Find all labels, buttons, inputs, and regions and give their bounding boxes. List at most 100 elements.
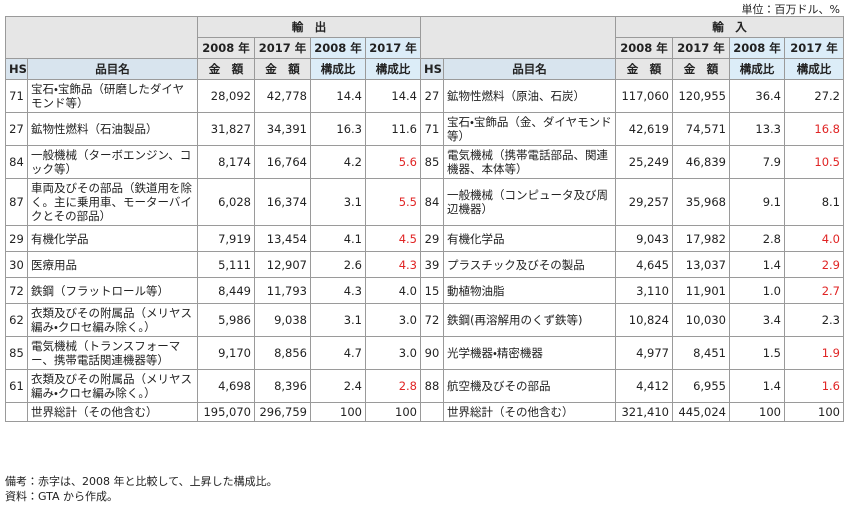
share: 3.1 [310,303,366,337]
share-header: 構成比 [729,58,785,80]
amount: 42,778 [254,79,311,113]
share: 3.0 [365,336,421,370]
hs-code: 29 [5,225,28,252]
share: 27.2 [784,79,844,113]
share: 8.1 [784,178,844,226]
total-value: 100 [784,402,844,422]
total-row: 世界総計（その他含む） 195,070 296,759 100 100 世界総計（その他含… [5,402,844,422]
amount: 117,060 [615,79,673,113]
total-value: 100 [310,402,366,422]
amount: 13,037 [672,251,730,278]
year-header: 2008 年 [310,37,366,59]
item-name: 電気機械（トランスフォーマー、携帯電話関連機器等） [27,336,198,370]
amount: 25,249 [615,145,673,179]
share: 4.3 [365,251,421,278]
share: 3.4 [729,303,785,337]
share: 13.3 [729,112,785,146]
total-label: 世界総計（その他含む） [443,402,616,422]
hs-code: 85 [5,336,28,370]
item-name: 鉄鋼(再溶解用のくず鉄等) [443,303,616,337]
item-name: 航空機及びその部品 [443,369,616,403]
item-name: 動植物油脂 [443,277,616,304]
data-row: 29 有機化学品 7,919 13,454 4.1 4.5 29 有機化学品 9,043 17,9… [5,225,844,252]
share: 4.2 [310,145,366,179]
header-blank [5,16,198,59]
share: 2.3 [784,303,844,337]
share: 3.0 [365,303,421,337]
hs-code: 85 [420,145,444,179]
share: 10.5 [784,145,844,179]
share: 1.9 [784,336,844,370]
amount: 34,391 [254,112,311,146]
amount: 8,449 [197,277,255,304]
trade-table: 輸 出輸 入 2008 年 2017 年 2008 年 2017 年 2008 年 2017… [5,16,844,422]
data-row: 85 電気機械（トランスフォーマー、携帯電話関連機器等） 9,170 8,856 4.7… [5,336,844,370]
total-value: 296,759 [254,402,311,422]
share: 4.3 [310,277,366,304]
amount: 5,986 [197,303,255,337]
share: 9.1 [729,178,785,226]
item-name: 宝石・宝飾品（金、ダイヤモンド等） [443,112,616,146]
amount: 42,619 [615,112,673,146]
amount: 31,827 [197,112,255,146]
total-value: 100 [729,402,785,422]
share: 4.1 [310,225,366,252]
data-row: 62 衣類及びその附属品（メリヤス編み・クロセ編み除く。） 5,986 9,038 3.… [5,303,844,337]
header-row: 輸 出輸 入 [5,16,844,59]
item-name: 有機化学品 [27,225,198,252]
hs-code: 88 [420,369,444,403]
amount: 4,698 [197,369,255,403]
amount: 3,110 [615,277,673,304]
hs-code: 27 [5,112,28,146]
header-row: 2008 年 2017 年 2008 年 2017 年 2008 年 2017 年 2008… [6,37,844,59]
data-row: 84 一般機械（ターボエンジン、コック等） 8,174 16,764 4.2 5.6 85 電… [5,145,844,179]
note: 備考：赤字は、2008 年と比較して、上昇した構成比。 [5,475,278,488]
share: 4.0 [784,225,844,252]
share: 1.0 [729,277,785,304]
amount: 74,571 [672,112,730,146]
share: 5.5 [365,178,421,226]
amount: 8,856 [254,336,311,370]
item-name: 有機化学品 [443,225,616,252]
share: 1.6 [784,369,844,403]
amount: 6,028 [197,178,255,226]
amount: 10,824 [615,303,673,337]
item-name: 車両及びその部品（鉄道用を除く。主に乗用車、モーターバイクとその部品） [27,178,198,226]
amount: 11,793 [254,277,311,304]
amount: 17,982 [672,225,730,252]
share: 14.4 [365,79,421,113]
year-header: 2008 年 [615,37,673,59]
year-header: 2017 年 [365,37,421,59]
share: 4.0 [365,277,421,304]
amount: 35,968 [672,178,730,226]
unit-label: 単位：百万ドル、% [741,3,840,16]
share: 2.4 [310,369,366,403]
amount: 8,174 [197,145,255,179]
share: 1.5 [729,336,785,370]
data-row: 61 衣類及びその附属品（メリヤス編み・クロセ編み除く。） 4,698 8,396 2.… [5,369,844,403]
blank-cell [420,402,444,422]
share: 2.8 [729,225,785,252]
share: 16.8 [784,112,844,146]
share: 1.4 [729,251,785,278]
hs-header: HS [420,58,444,80]
hs-code: 15 [420,277,444,304]
hs-code: 29 [420,225,444,252]
amount-header: 金 額 [254,58,311,80]
share: 11.6 [365,112,421,146]
share: 3.1 [310,178,366,226]
amount: 9,038 [254,303,311,337]
item-name: 衣類及びその附属品（メリヤス編み・クロセ編み除く。） [27,369,198,403]
item-header: 品目名 [443,58,616,80]
share: 2.9 [784,251,844,278]
amount: 29,257 [615,178,673,226]
hs-code: 84 [5,145,28,179]
year-header: 2008 年 [729,37,785,59]
share: 14.4 [310,79,366,113]
amount: 9,170 [197,336,255,370]
hs-code: 87 [5,178,28,226]
hs-code: 84 [420,178,444,226]
hs-code: 61 [5,369,28,403]
amount-header: 金 額 [615,58,673,80]
data-row: 27 鉱物性燃料（石油製品） 31,827 34,391 16.3 11.6 71 宝石・宝飾… [5,112,844,146]
